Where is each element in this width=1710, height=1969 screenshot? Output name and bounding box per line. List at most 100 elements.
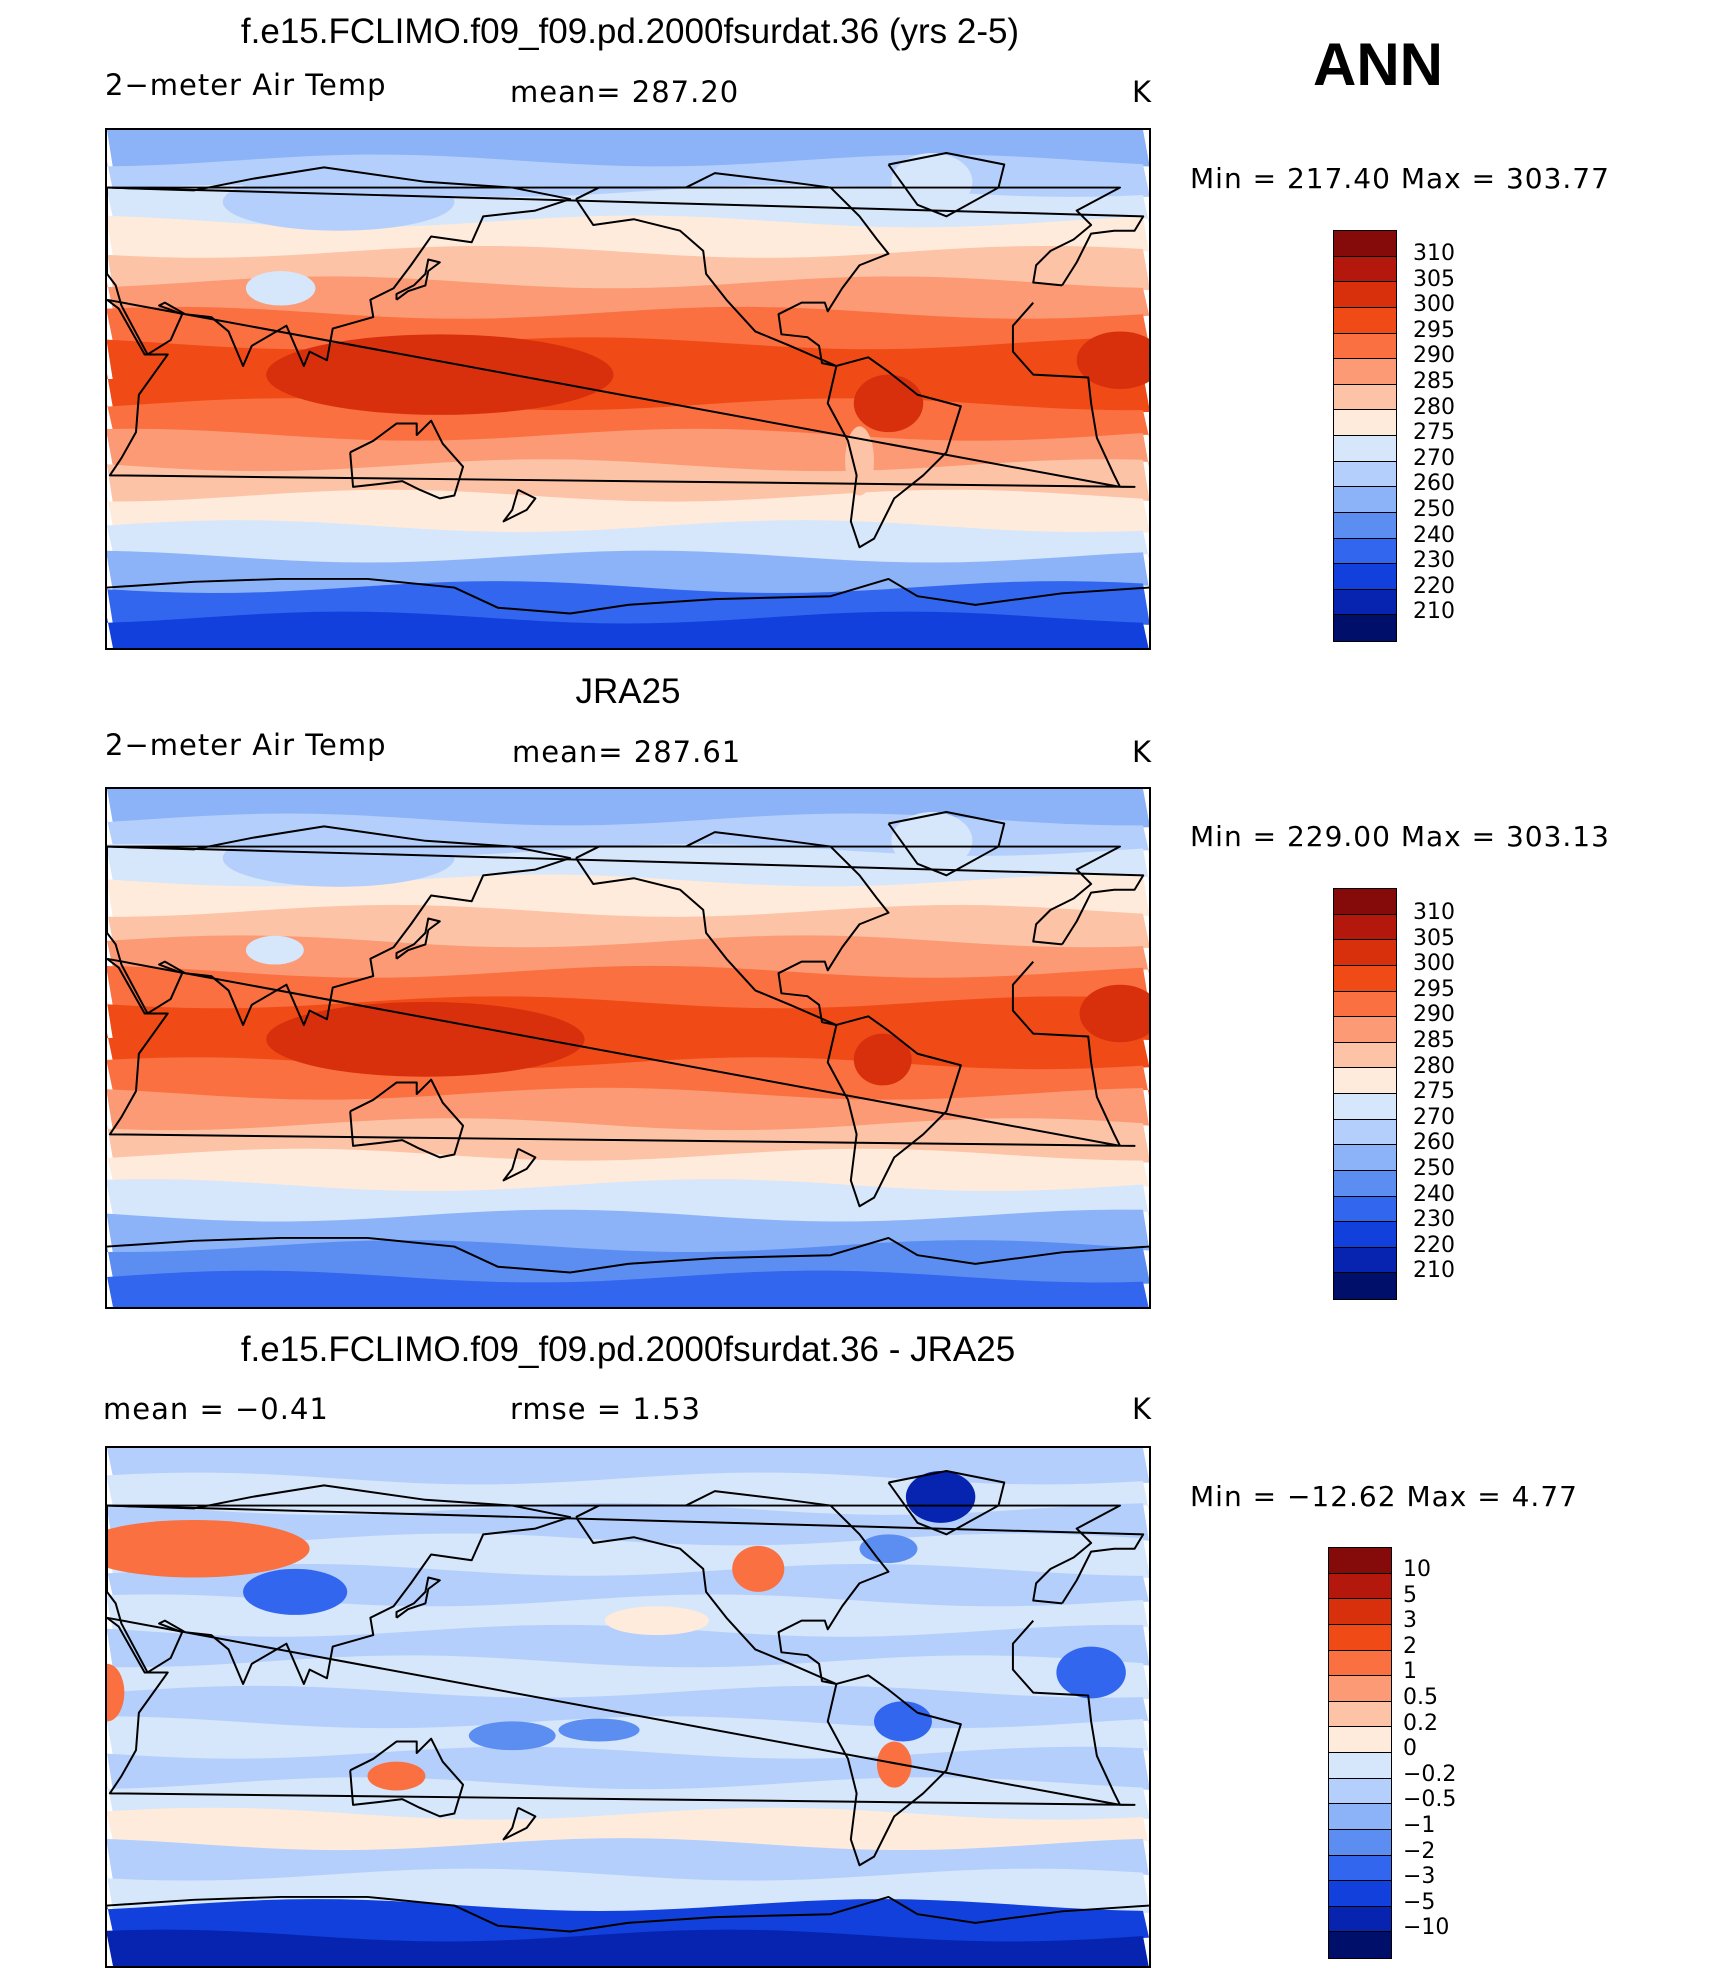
colorbar-swatch bbox=[1329, 1932, 1391, 1958]
contour-feature bbox=[107, 1519, 310, 1578]
colorbar-swatch bbox=[1334, 461, 1396, 488]
colorbar-swatch bbox=[1329, 1573, 1391, 1600]
coastline bbox=[395, 1576, 441, 1619]
colorbar-tick-label: 295 bbox=[1413, 976, 1455, 1002]
colorbar-swatch bbox=[1329, 1829, 1391, 1856]
colorbar-tick-label: −0.5 bbox=[1403, 1787, 1457, 1813]
min-max-label: Min = −12.62 Max = 4.77 bbox=[1190, 1480, 1578, 1513]
map-plot bbox=[105, 787, 1151, 1309]
contour-band bbox=[107, 965, 1149, 1011]
coastline bbox=[395, 258, 441, 301]
colorbar-swatch bbox=[1334, 940, 1396, 966]
coastline bbox=[575, 831, 890, 1026]
contour-band bbox=[107, 1148, 1149, 1194]
colorbar-swatch bbox=[1334, 1273, 1396, 1299]
map-plot bbox=[105, 1446, 1151, 1968]
coastline bbox=[1011, 961, 1121, 1147]
contour-band bbox=[107, 935, 1149, 980]
contour-band bbox=[107, 1838, 1149, 1883]
colorbar-tick-label: 250 bbox=[1413, 1156, 1455, 1181]
colorbar-tick-label: −1 bbox=[1403, 1813, 1436, 1838]
contour-band bbox=[107, 611, 1149, 648]
colorbar-swatch bbox=[1329, 1804, 1391, 1830]
contour-feature bbox=[874, 1701, 932, 1742]
colorbar-swatch bbox=[1334, 256, 1396, 283]
colorbar-tick-label: 1 bbox=[1403, 1659, 1417, 1685]
contour-band bbox=[107, 1807, 1149, 1853]
colorbar-swatch bbox=[1334, 1170, 1396, 1197]
colorbar-swatch bbox=[1329, 1778, 1391, 1805]
contour-band bbox=[107, 276, 1149, 321]
contour-band bbox=[107, 245, 1149, 291]
contour-band bbox=[107, 520, 1149, 565]
contour-band bbox=[107, 1179, 1149, 1224]
coastline bbox=[107, 1484, 572, 1685]
contour-feature bbox=[1056, 1646, 1126, 1699]
coastline bbox=[107, 186, 1145, 287]
contour-feature bbox=[245, 935, 304, 965]
colorbar-swatch bbox=[1329, 1624, 1391, 1651]
colorbar-swatch bbox=[1334, 359, 1396, 385]
coastline bbox=[107, 825, 572, 1026]
contour-feature bbox=[853, 1033, 912, 1086]
colorbar-tick-label: 210 bbox=[1413, 599, 1455, 625]
colorbar-swatch bbox=[1329, 1753, 1391, 1779]
colorbar-tick-label: 300 bbox=[1413, 951, 1455, 977]
colorbar-swatch bbox=[1334, 589, 1396, 616]
contour-band bbox=[107, 130, 1149, 169]
coastline bbox=[349, 419, 465, 500]
colorbar-tick-label: 300 bbox=[1413, 292, 1455, 318]
colorbar-tick-label: 285 bbox=[1413, 369, 1455, 394]
colorbar-swatch bbox=[1334, 410, 1396, 436]
colorbar-swatch bbox=[1334, 991, 1396, 1018]
colorbar-swatch bbox=[1334, 564, 1396, 590]
colorbar-tick-label: 220 bbox=[1413, 1232, 1455, 1258]
colorbar-swatch bbox=[1334, 231, 1396, 257]
panel-title: f.e15.FCLIMO.f09_f09.pd.2000fsurdat.36 (… bbox=[240, 12, 1020, 51]
colorbar-tick-label: 270 bbox=[1413, 1104, 1455, 1130]
contour-band bbox=[107, 1270, 1149, 1307]
colorbar-swatch bbox=[1334, 1017, 1396, 1043]
colorbar-tick-label: 10 bbox=[1403, 1557, 1431, 1582]
colorbar-swatch bbox=[1334, 1247, 1396, 1274]
colorbar-tick-label: 240 bbox=[1413, 1181, 1455, 1207]
colorbar-tick-label: −3 bbox=[1403, 1864, 1436, 1890]
min-max-label: Min = 229.00 Max = 303.13 bbox=[1190, 820, 1610, 853]
contour-feature bbox=[222, 829, 455, 887]
colorbar-tick-label: 260 bbox=[1413, 471, 1455, 497]
mean-label: mean= 287.20 bbox=[510, 75, 740, 109]
contour-band bbox=[107, 550, 1149, 595]
coastline bbox=[107, 957, 1136, 1147]
colorbar-tick-label: 275 bbox=[1413, 420, 1455, 446]
contour-feature bbox=[266, 334, 614, 415]
contour-feature bbox=[558, 1718, 640, 1742]
contour-band bbox=[107, 215, 1149, 260]
season-label: ANN bbox=[1313, 31, 1443, 98]
colorbar-swatch bbox=[1334, 538, 1396, 565]
colorbar-tick-label: 230 bbox=[1413, 548, 1455, 574]
coastline bbox=[502, 1147, 537, 1182]
colorbar-swatch bbox=[1334, 615, 1396, 641]
colorbar-tick-label: 5 bbox=[1403, 1582, 1417, 1608]
unit-label: K bbox=[1132, 735, 1153, 769]
coastline bbox=[349, 1078, 465, 1159]
coastline bbox=[826, 1674, 962, 1867]
colorbar-swatch bbox=[1334, 384, 1396, 411]
contour-band bbox=[107, 1448, 1149, 1487]
contour-band bbox=[107, 789, 1149, 828]
variable-label: 2−meter Air Temp bbox=[105, 728, 387, 762]
contour-feature bbox=[905, 1471, 976, 1523]
contour-feature bbox=[876, 1741, 912, 1788]
contour-feature bbox=[853, 374, 924, 433]
colorbar-tick-label: 275 bbox=[1413, 1079, 1455, 1105]
contour-feature bbox=[266, 1001, 585, 1077]
colorbar-swatch bbox=[1334, 1068, 1396, 1094]
colorbar-swatch bbox=[1329, 1548, 1391, 1574]
contour-feature bbox=[845, 426, 875, 496]
colorbar-tick-label: 3 bbox=[1403, 1608, 1417, 1634]
coastline bbox=[826, 1015, 962, 1208]
map-canvas bbox=[107, 789, 1149, 1307]
coastline bbox=[107, 577, 1149, 615]
colorbar-tick-label: 230 bbox=[1413, 1207, 1455, 1233]
colorbar-tick-label: 305 bbox=[1413, 266, 1455, 292]
